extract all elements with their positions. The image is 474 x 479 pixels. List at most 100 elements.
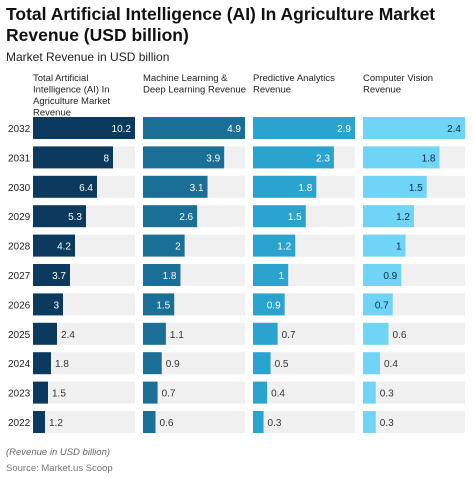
data-label: 8 bbox=[103, 153, 109, 164]
data-label: 1.5 bbox=[156, 300, 170, 311]
chart-footnote: (Revenue in USD billion) bbox=[6, 447, 111, 458]
data-label: 0.9 bbox=[267, 300, 281, 311]
bar bbox=[143, 264, 181, 286]
chart-subtitle: Market Revenue in USD billion bbox=[6, 50, 170, 64]
bar bbox=[253, 411, 264, 433]
data-label: 0.3 bbox=[268, 418, 282, 429]
bar bbox=[253, 234, 296, 257]
bar bbox=[363, 381, 376, 404]
data-label: 2.4 bbox=[447, 124, 461, 135]
data-label: 0.5 bbox=[275, 359, 289, 370]
data-label: 0.4 bbox=[271, 389, 285, 400]
series-header: Total Artificial Intelligence (AI) In Agri… bbox=[33, 73, 110, 119]
category-label: 2022 bbox=[8, 418, 31, 429]
category-label: 2023 bbox=[8, 389, 31, 400]
bar bbox=[33, 381, 48, 404]
data-label: 2.6 bbox=[179, 212, 193, 223]
data-label: 0.7 bbox=[162, 389, 176, 400]
bar-track bbox=[143, 352, 245, 375]
bar-track bbox=[253, 381, 355, 404]
data-label: 4.9 bbox=[227, 124, 241, 135]
bar bbox=[33, 175, 97, 198]
data-label: 1.2 bbox=[49, 418, 63, 429]
bar bbox=[363, 117, 465, 139]
bar bbox=[33, 352, 51, 375]
bar bbox=[143, 322, 166, 345]
bar-track bbox=[143, 411, 245, 433]
bar bbox=[253, 205, 306, 228]
category-label: 2030 bbox=[8, 183, 31, 194]
bar bbox=[253, 117, 355, 139]
bar bbox=[143, 293, 175, 316]
bar-track bbox=[33, 322, 135, 345]
data-label: 5.3 bbox=[68, 212, 82, 223]
bar bbox=[363, 322, 389, 345]
bar bbox=[33, 322, 57, 345]
data-label: 3.1 bbox=[190, 183, 204, 194]
bar-track bbox=[33, 411, 135, 433]
category-label: 2024 bbox=[8, 359, 31, 370]
data-label: 10.2 bbox=[112, 124, 132, 135]
bar bbox=[363, 146, 440, 169]
data-label: 1.8 bbox=[163, 271, 177, 282]
data-label: 0.7 bbox=[375, 300, 389, 311]
series-header: Machine Learning & Deep Learning Revenue bbox=[143, 73, 246, 96]
bar bbox=[143, 175, 208, 198]
data-label: 2.4 bbox=[61, 330, 75, 341]
bar bbox=[143, 146, 225, 169]
bar bbox=[363, 205, 414, 228]
bar bbox=[143, 352, 162, 375]
data-label: 4.2 bbox=[57, 242, 71, 253]
bar-track bbox=[253, 411, 355, 433]
category-label: 2029 bbox=[8, 212, 31, 223]
bar-track bbox=[363, 381, 465, 404]
bar bbox=[33, 205, 86, 228]
bar-track bbox=[143, 381, 245, 404]
data-label: 0.9 bbox=[383, 271, 397, 282]
data-label: 1 bbox=[279, 271, 285, 282]
data-label: 1 bbox=[396, 242, 402, 253]
category-label: 2026 bbox=[8, 300, 31, 311]
bar bbox=[253, 175, 317, 198]
category-label: 2032 bbox=[8, 124, 31, 135]
bar bbox=[363, 411, 376, 433]
data-label: 2.9 bbox=[337, 124, 351, 135]
category-label: 2031 bbox=[8, 153, 31, 164]
data-label: 3.7 bbox=[52, 271, 66, 282]
bar bbox=[363, 234, 406, 257]
data-label: 3 bbox=[53, 300, 59, 311]
data-label: 2 bbox=[175, 242, 181, 253]
bar bbox=[33, 264, 70, 286]
bar bbox=[363, 293, 393, 316]
data-label: 1.8 bbox=[422, 153, 436, 164]
data-label: 0.6 bbox=[159, 418, 173, 429]
category-label: 2025 bbox=[8, 330, 31, 341]
bar-track bbox=[143, 322, 245, 345]
bar-track bbox=[33, 381, 135, 404]
bar bbox=[253, 264, 289, 286]
data-label: 0.3 bbox=[380, 389, 394, 400]
bar bbox=[143, 205, 198, 228]
data-label: 1.5 bbox=[288, 212, 302, 223]
data-label: 3.9 bbox=[206, 153, 220, 164]
bar bbox=[253, 293, 285, 316]
bar bbox=[143, 117, 245, 139]
series-header: Computer Vision Revenue bbox=[363, 73, 433, 96]
data-label: 0.3 bbox=[380, 418, 394, 429]
bar bbox=[143, 411, 156, 433]
data-label: 1.8 bbox=[298, 183, 312, 194]
data-label: 1.1 bbox=[170, 330, 184, 341]
data-label: 2.3 bbox=[316, 153, 330, 164]
bar bbox=[363, 264, 402, 286]
bar bbox=[33, 234, 75, 257]
bar bbox=[33, 117, 135, 139]
bar-track bbox=[363, 411, 465, 433]
data-label: 1.2 bbox=[277, 242, 291, 253]
bar bbox=[143, 234, 185, 257]
chart-source: Source: Market.us Scoop bbox=[6, 463, 113, 474]
bar-track bbox=[253, 352, 355, 375]
data-label: 1.2 bbox=[396, 212, 410, 223]
bar bbox=[143, 381, 158, 404]
bar-track bbox=[33, 352, 135, 375]
